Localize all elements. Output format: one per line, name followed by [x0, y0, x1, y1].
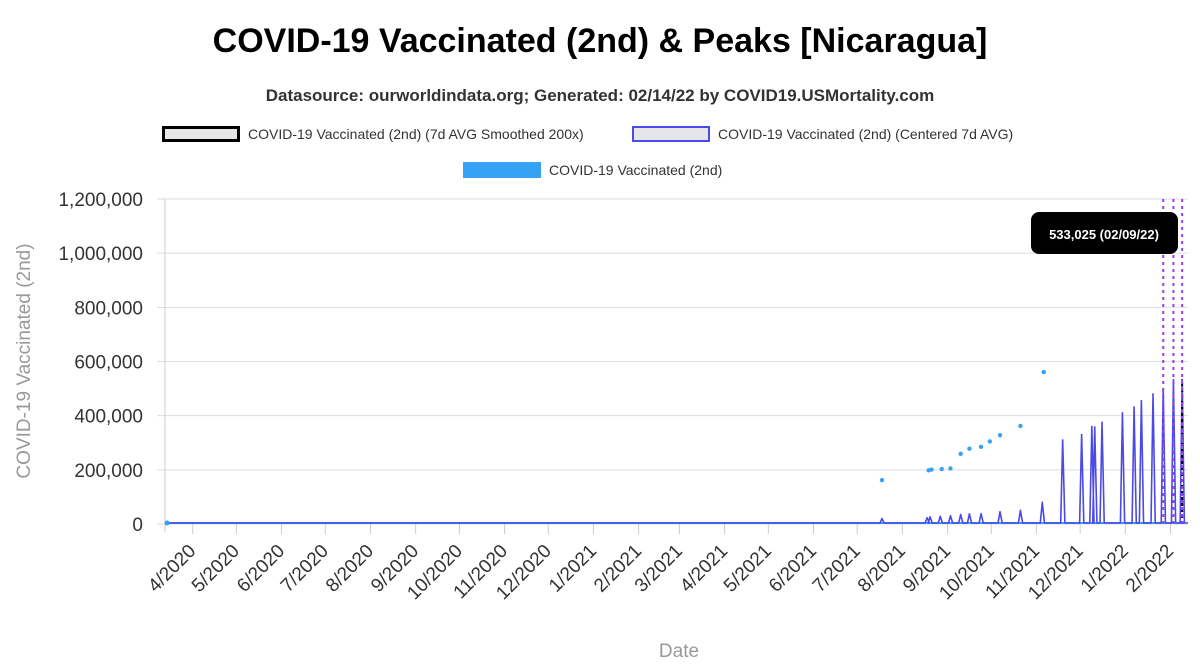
- y-tick-label: 400,000: [74, 407, 143, 428]
- annotation-text: 533,025 (02/09/22): [1049, 227, 1159, 242]
- x-tick-label: 6/2021: [765, 541, 821, 597]
- legend-item-raw[interactable]: COVID-19 Vaccinated (2nd): [463, 162, 722, 178]
- x-tick-label: 2/2022: [1122, 541, 1178, 597]
- data-point: [967, 446, 972, 451]
- x-axis-ticks: 4/20205/20206/20207/20208/20209/202010/2…: [144, 541, 1178, 604]
- centered-avg-point: [1140, 399, 1143, 402]
- y-tick-label: 800,000: [74, 298, 143, 319]
- chart-subtitle: Datasource: ourworldindata.org; Generate…: [265, 86, 935, 105]
- centered-avg-point: [939, 515, 942, 518]
- legend-swatch-raw: [463, 162, 541, 178]
- centered-avg-line: [165, 378, 1188, 524]
- centered-avg-point: [1093, 426, 1096, 428]
- legend-swatch-smoothed: [162, 126, 240, 142]
- data-point: [939, 466, 944, 472]
- centered-avg-point: [949, 515, 952, 517]
- x-tick-label: 4/2020: [144, 541, 200, 597]
- series-group: [164, 369, 1188, 526]
- data-point: [997, 432, 1003, 438]
- data-point: [929, 467, 934, 472]
- legend-label-smoothed: COVID-19 Vaccinated (2nd) (7d AVG Smooth…: [248, 126, 584, 142]
- legend-swatch-centered: [632, 126, 710, 142]
- data-point: [987, 439, 993, 444]
- centered-avg-point: [1061, 439, 1064, 441]
- chart-title: COVID-19 Vaccinated (2nd) & Peaks [Nicar…: [212, 22, 988, 60]
- annotation-box: [1031, 212, 1178, 254]
- centered-avg-point: [980, 512, 982, 515]
- centered-avg-point: [1121, 412, 1124, 414]
- centered-avg-point: [1091, 425, 1093, 428]
- centered-avg-point: [1101, 421, 1103, 424]
- data-point: [1041, 369, 1046, 375]
- x-tick-label: 5/2021: [720, 541, 776, 597]
- data-point: [978, 444, 984, 450]
- data-point: [1018, 423, 1023, 429]
- centered-avg-point: [1152, 393, 1154, 395]
- centered-avg-point: [968, 513, 971, 515]
- data-point: [879, 477, 885, 483]
- legend-label-raw: COVID-19 Vaccinated (2nd): [549, 162, 723, 178]
- data-point: [958, 451, 963, 457]
- peak-markers: [1162, 199, 1184, 524]
- x-tick-label: 7/2021: [809, 541, 865, 597]
- legend-item-smoothed[interactable]: COVID-19 Vaccinated (2nd) (7d AVG Smooth…: [162, 126, 584, 142]
- y-tick-label: 200,000: [74, 461, 143, 482]
- y-tick-label: 1,000,000: [58, 244, 143, 265]
- centered-avg-point: [999, 511, 1001, 513]
- centered-avg-point: [1041, 501, 1044, 504]
- centered-avg-point: [1019, 509, 1022, 512]
- centered-avg-point: [881, 517, 883, 520]
- y-tick-label: 1,200,000: [58, 190, 143, 211]
- y-axis-ticks: 1,200,000 1,000,000 800,000 600,000 400,000 2…: [58, 190, 143, 536]
- peak-annotation: 533,025 (02/09/22): [1031, 212, 1178, 254]
- data-point: [164, 520, 170, 526]
- x-tick-label: 6/2020: [233, 541, 289, 597]
- y-tick-label: 0: [132, 515, 143, 536]
- centered-avg-point: [959, 513, 962, 516]
- centered-avg-point: [926, 516, 928, 519]
- x-tick-label: 4/2021: [676, 541, 732, 597]
- centered-avg-point: [1133, 406, 1135, 408]
- y-tick-label: 600,000: [74, 353, 143, 374]
- centered-avg-point: [1172, 378, 1175, 381]
- legend-label-centered: COVID-19 Vaccinated (2nd) (Centered 7d A…: [718, 126, 1014, 142]
- x-tick-label: 7/2020: [277, 541, 333, 597]
- x-tick-label: 1/2021: [545, 541, 601, 597]
- legend-item-centered[interactable]: COVID-19 Vaccinated (2nd) (Centered 7d A…: [632, 126, 1013, 142]
- x-axis-label: Date: [659, 641, 699, 662]
- x-tick-label: 1/2022: [1077, 541, 1133, 597]
- x-tick-label: 5/2020: [188, 541, 244, 597]
- x-tick-label: 8/2020: [322, 541, 378, 597]
- centered-avg-point: [929, 516, 931, 518]
- centered-avg-point: [1080, 433, 1083, 436]
- y-axis-label: COVID-19 Vaccinated (2nd): [14, 243, 35, 478]
- x-tick-label: 8/2021: [854, 541, 910, 597]
- data-point: [948, 466, 953, 471]
